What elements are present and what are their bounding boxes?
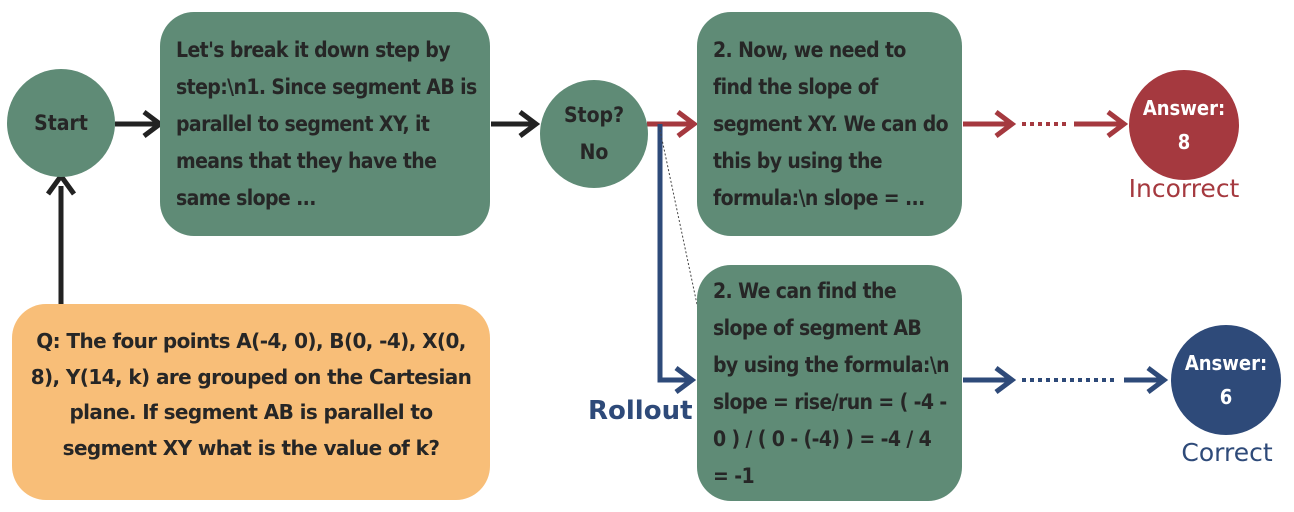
arrow-start-to-step1 bbox=[115, 110, 165, 138]
question-box: Q: The four points A(-4, 0), B(0, -4), X… bbox=[12, 304, 490, 500]
stop-label: Stop? bbox=[563, 103, 625, 127]
arrow-step1-to-stop bbox=[491, 110, 541, 138]
stop-answer: No bbox=[579, 140, 609, 164]
stop-decision-node: Stop? No bbox=[540, 80, 648, 188]
step2-correct-node: 2. We can find the slope of segment AB b… bbox=[697, 265, 962, 501]
arrow-question-to-start bbox=[45, 171, 77, 304]
question-text: Q: The four points A(-4, 0), B(0, -4), X… bbox=[30, 329, 472, 460]
answer-incorrect-label: Answer: bbox=[1142, 96, 1226, 120]
start-node: Start bbox=[7, 69, 115, 177]
arrow-incorrect-path bbox=[963, 110, 1129, 138]
arrow-rollout bbox=[657, 124, 697, 394]
step2-incorrect-node: 2. Now, we need to find the slope of seg… bbox=[697, 12, 962, 236]
start-label: Start bbox=[34, 110, 88, 135]
incorrect-caption: Incorrect bbox=[1128, 174, 1240, 203]
answer-incorrect-node: Answer: 8 bbox=[1129, 70, 1239, 180]
answer-correct-label: Answer: bbox=[1184, 351, 1268, 375]
arrow-correct-path bbox=[963, 366, 1169, 394]
rollout-label: Rollout bbox=[588, 396, 693, 426]
answer-correct-node: Answer: 6 bbox=[1171, 325, 1281, 435]
arrow-stop-to-step2-incorrect bbox=[647, 110, 699, 138]
answer-incorrect-value: 8 bbox=[1177, 130, 1191, 154]
step2-correct-text: 2. We can find the slope of segment AB b… bbox=[713, 279, 950, 488]
step2-incorrect-text: 2. Now, we need to find the slope of seg… bbox=[713, 38, 949, 210]
step1-node: Let's break it down step by step:\n1. Si… bbox=[160, 12, 490, 236]
step1-text: Let's break it down step by step:\n1. Si… bbox=[176, 38, 477, 210]
answer-correct-value: 6 bbox=[1219, 385, 1233, 409]
correct-caption: Correct bbox=[1181, 438, 1273, 467]
